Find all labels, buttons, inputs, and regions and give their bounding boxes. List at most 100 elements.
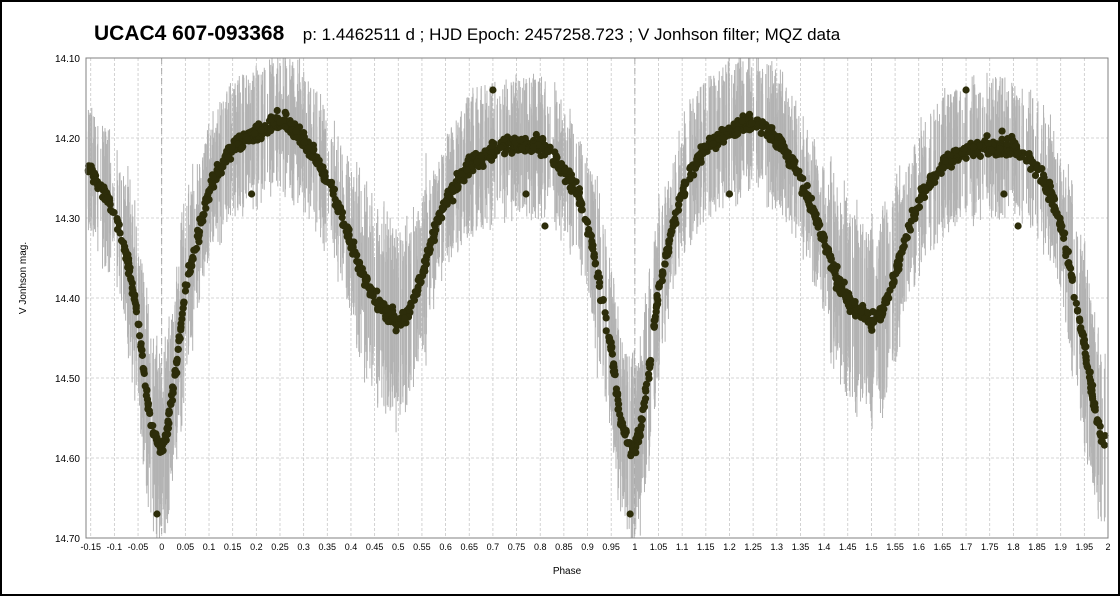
x-tick-label: 0.75 [508, 542, 526, 552]
data-point [144, 400, 153, 408]
data-point [360, 281, 369, 289]
chart-title-row: UCAC4 607-093368 p: 1.4462511 d ; HJD Ep… [94, 22, 840, 46]
data-point [1031, 171, 1040, 180]
data-point [516, 136, 524, 144]
data-point [195, 238, 203, 246]
data-point [962, 154, 970, 162]
x-tick-label: 1.1 [676, 542, 689, 552]
data-point [178, 315, 186, 323]
x-tick-label: 0.9 [581, 542, 594, 552]
data-point [1089, 395, 1097, 403]
data-point [927, 181, 935, 190]
data-point [394, 321, 403, 329]
data-point [177, 326, 185, 334]
data-point [435, 209, 444, 217]
data-point [583, 217, 591, 225]
data-point [748, 119, 756, 127]
data-point [680, 178, 688, 186]
data-point [508, 149, 516, 157]
data-point [122, 248, 130, 256]
data-point [1091, 404, 1099, 412]
data-point [132, 304, 140, 312]
data-point [141, 382, 149, 390]
data-point [124, 263, 132, 271]
data-point [1065, 258, 1073, 267]
data-point [169, 387, 177, 395]
data-point [135, 332, 144, 340]
data-point [675, 200, 683, 209]
x-tick-label: 0.85 [555, 542, 573, 552]
x-tick-label: 0.65 [460, 542, 478, 552]
data-point [701, 142, 709, 150]
data-point [107, 206, 115, 214]
x-tick-label: 0.2 [250, 542, 263, 552]
data-point [390, 314, 399, 322]
data-point [380, 300, 388, 308]
data-point [640, 403, 649, 411]
y-tick-label: 14.30 [55, 214, 80, 225]
data-point [384, 318, 392, 326]
data-point [168, 396, 177, 405]
x-tick-label: 0.3 [297, 542, 310, 552]
data-point [757, 129, 765, 137]
data-point [195, 231, 203, 239]
data-point [644, 370, 653, 378]
data-point [421, 264, 429, 272]
data-point [1014, 149, 1022, 157]
data-point [349, 249, 358, 257]
data-point [655, 282, 663, 291]
x-tick-label: 1.5 [865, 542, 878, 552]
data-point [638, 415, 646, 424]
data-point [458, 170, 466, 178]
data-point [1046, 194, 1054, 202]
x-tick-label: 1.4 [818, 542, 831, 552]
data-point [869, 317, 877, 325]
data-point [585, 225, 593, 234]
data-point [173, 355, 181, 363]
data-point [267, 127, 275, 135]
data-point [591, 259, 600, 267]
data-point [1072, 299, 1080, 307]
x-tick-label: 1.2 [723, 542, 736, 552]
data-point [343, 223, 351, 231]
data-point [1051, 204, 1059, 212]
x-tick-label: 1.35 [792, 542, 810, 552]
data-point [886, 286, 894, 294]
chart-title: UCAC4 607-093368 [94, 22, 285, 45]
data-point [630, 446, 638, 455]
data-point [688, 171, 696, 179]
data-point [518, 144, 526, 152]
data-point [462, 166, 471, 174]
y-tick-label: 14.20 [55, 134, 80, 145]
x-tick-label: 1.6 [912, 542, 925, 552]
data-point [602, 327, 610, 335]
data-point [173, 369, 181, 377]
data-point [1081, 343, 1089, 351]
data-point [659, 270, 667, 278]
outlier-point [489, 86, 497, 94]
data-point [140, 368, 148, 376]
data-point [680, 190, 688, 198]
outlier-point [541, 222, 549, 230]
outlier-point [1014, 222, 1022, 230]
data-point [213, 160, 221, 169]
outlier-point [153, 510, 161, 518]
data-point [1087, 384, 1095, 392]
data-point [164, 424, 173, 432]
data-point [650, 322, 659, 330]
data-point [410, 296, 418, 304]
data-point [914, 204, 923, 212]
data-point [204, 196, 212, 205]
x-tick-label: 0.35 [319, 542, 337, 552]
data-point [106, 200, 114, 209]
data-point [738, 117, 746, 125]
data-point [186, 269, 194, 277]
data-point [293, 134, 302, 142]
data-point [799, 186, 807, 194]
data-point [998, 127, 1006, 135]
data-point [1053, 212, 1062, 220]
data-point [661, 260, 669, 268]
data-point [257, 126, 265, 135]
data-point [1003, 140, 1011, 148]
data-point [734, 130, 742, 138]
